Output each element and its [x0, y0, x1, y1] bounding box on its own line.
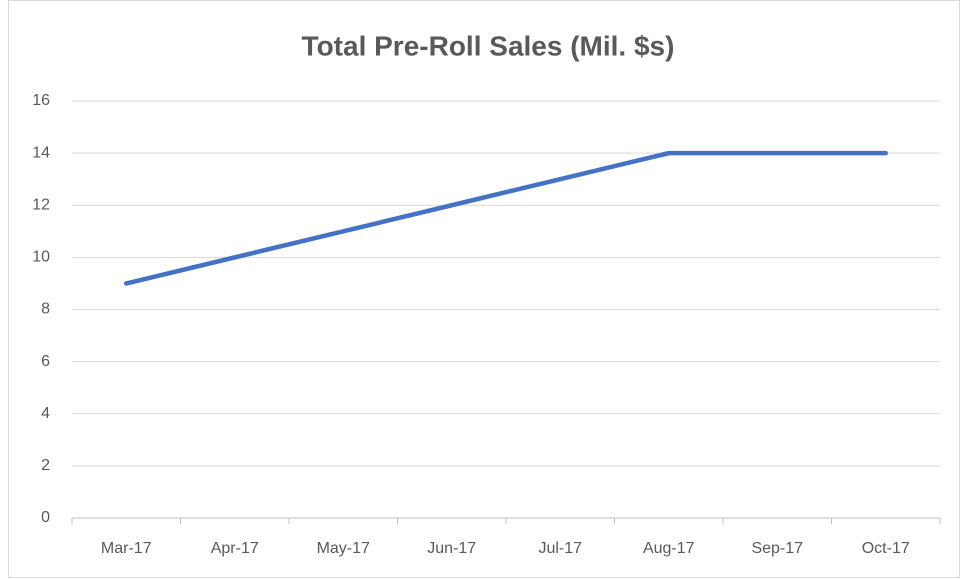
chart-title: Total Pre-Roll Sales (Mil. $s)	[302, 30, 675, 61]
x-tick-label: Aug-17	[643, 540, 695, 557]
y-tick-label: 2	[41, 457, 50, 474]
chart-border	[8, 0, 960, 578]
x-tick-label: Sep-17	[751, 540, 803, 557]
x-tick-label: Mar-17	[101, 540, 152, 557]
line-series	[124, 150, 888, 286]
y-tick-label: 0	[41, 509, 50, 526]
x-tick-label: Jul-17	[538, 540, 582, 557]
y-tick-label: 16	[32, 92, 50, 109]
x-tick-label: Apr-17	[211, 540, 259, 557]
x-tick-label: May-17	[317, 540, 370, 557]
y-tick-label: 4	[41, 405, 50, 422]
y-tick-label: 14	[32, 144, 50, 161]
y-tick-label: 10	[32, 249, 50, 266]
x-tick-label: Jun-17	[427, 540, 476, 557]
y-tick-label: 12	[32, 196, 50, 213]
y-tick-label: 8	[41, 301, 50, 318]
y-tick-label: 6	[41, 353, 50, 370]
x-tick-label: Oct-17	[862, 540, 910, 557]
